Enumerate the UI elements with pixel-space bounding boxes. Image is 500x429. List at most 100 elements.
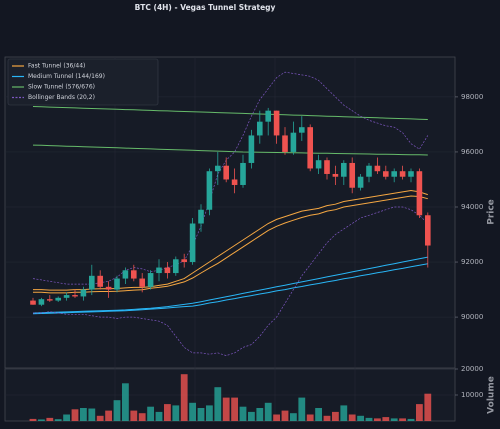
volume-bar	[348, 414, 356, 421]
candle-body	[139, 278, 145, 287]
candle-body	[181, 259, 187, 263]
volume-bar	[122, 383, 129, 421]
volume-bar	[264, 402, 272, 421]
y-tick-label: 20000	[461, 365, 483, 373]
line-lower	[32, 144, 428, 156]
candle-body	[383, 171, 389, 177]
volume-bar	[239, 406, 247, 421]
candle-body	[366, 165, 372, 177]
volume-bar	[273, 414, 280, 421]
volume-bar	[323, 415, 331, 421]
candle-body	[206, 171, 213, 210]
candle-body	[332, 173, 339, 177]
y-tick-label: 94000	[461, 203, 483, 211]
candle-body	[80, 289, 87, 297]
candle-body	[257, 121, 263, 136]
legend-label: Medium Tunnel (144/169)	[28, 73, 105, 80]
volume-bar	[222, 397, 230, 421]
volume-bar	[96, 415, 104, 421]
candle-body	[198, 209, 204, 224]
candle-body	[307, 127, 313, 169]
line-lower	[33, 206, 429, 356]
candle-body	[231, 179, 238, 185]
y-tick-label: 98000	[461, 93, 483, 101]
candle-body	[273, 110, 280, 136]
candle-body	[147, 273, 154, 287]
volume-bar	[180, 374, 188, 421]
volume-bar	[340, 405, 348, 421]
volume-bar	[105, 410, 112, 421]
volume-bar	[54, 419, 62, 421]
legend-label: Bollinger Bands (20,2)	[28, 94, 95, 101]
volume-bar	[382, 417, 390, 421]
candle-body	[349, 162, 355, 188]
candle-body	[290, 132, 297, 152]
candle-body	[156, 267, 162, 274]
candle-body	[215, 165, 221, 172]
candle-body	[173, 259, 179, 274]
volume-bar	[256, 408, 264, 421]
candle-body	[63, 295, 70, 298]
volume-bar	[197, 408, 205, 421]
candle-body	[131, 270, 137, 279]
candle-body	[399, 171, 406, 177]
volume-bar	[138, 413, 146, 421]
candle-body	[299, 127, 305, 133]
volume-bar	[189, 402, 196, 421]
candle-body	[425, 215, 431, 246]
volume-bar	[206, 405, 213, 421]
volume-bar	[281, 410, 289, 421]
candle-body	[105, 286, 112, 290]
candle-body	[315, 160, 322, 169]
volume-bar	[390, 418, 398, 421]
volume-bar	[147, 406, 154, 421]
volume-bar	[315, 408, 322, 421]
volume-bar	[38, 419, 45, 421]
line-upper	[33, 189, 428, 291]
volume-bar	[399, 418, 406, 421]
candle-body	[72, 295, 78, 297]
volume-bar	[155, 411, 163, 421]
line-upper	[32, 106, 428, 120]
volume-bar	[290, 413, 297, 421]
volume-bar	[306, 414, 314, 421]
candle-body	[47, 299, 53, 301]
candle-body	[97, 275, 103, 287]
volume-bar	[172, 405, 180, 421]
y-tick-label: 96000	[461, 148, 483, 156]
candle-body	[341, 162, 347, 177]
candle-body	[265, 110, 271, 122]
chart-title: BTC (4H) - Vegas Tunnel Strategy	[135, 3, 276, 12]
candle-body	[189, 223, 196, 263]
legend: Fast Tunnel (36/44) Medium Tunnel (144/16…	[7, 58, 159, 106]
candle-body	[357, 176, 364, 188]
volume-bar	[164, 404, 171, 421]
candle-body	[282, 135, 288, 152]
candle-body	[89, 275, 95, 290]
candle-body	[55, 297, 61, 301]
volume-bar	[365, 417, 373, 421]
volume-bar	[424, 393, 432, 421]
y-axis-label: Price	[487, 199, 497, 225]
price-panel	[4, 56, 456, 369]
candle-body	[248, 135, 255, 163]
volume-bar	[332, 411, 339, 421]
candle-body	[416, 171, 423, 216]
candle-body	[240, 162, 246, 185]
volume-bar	[416, 404, 423, 421]
volume-bar	[357, 415, 364, 421]
volume-bar	[130, 410, 138, 421]
volume-bar	[80, 408, 87, 421]
volume-bar	[407, 418, 415, 421]
legend-box	[7, 58, 159, 106]
candle-body	[122, 270, 129, 279]
line-lower	[32, 263, 428, 315]
candle-body	[374, 165, 381, 172]
volume-bar	[46, 417, 54, 421]
legend-label: Fast Tunnel (36/44)	[28, 63, 85, 70]
volume-bar	[71, 409, 79, 421]
volume-bar	[248, 411, 255, 421]
candle-body	[30, 300, 36, 305]
volume-bar	[298, 397, 306, 421]
